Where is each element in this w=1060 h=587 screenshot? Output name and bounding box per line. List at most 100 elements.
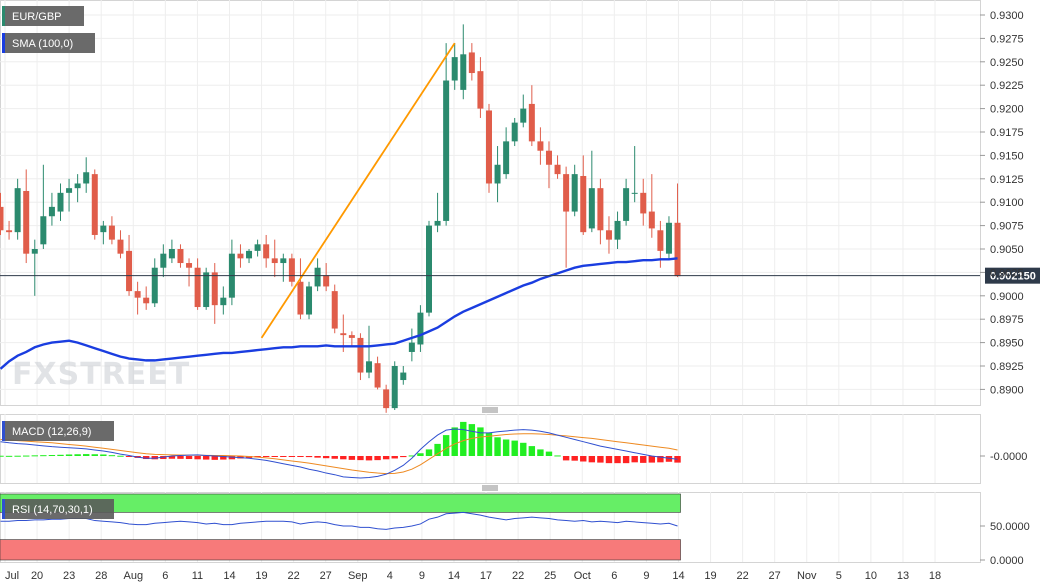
candle[interactable] [597, 178, 604, 245]
rsi-resize-handle[interactable] [482, 485, 498, 491]
legend-macd[interactable]: MACD (12,26,9) [2, 421, 114, 441]
candle[interactable] [554, 155, 561, 179]
rsi-panel[interactable]: 50.0000 0.0000 [0, 511, 1030, 567]
candle[interactable] [194, 258, 201, 310]
candle[interactable] [383, 384, 390, 413]
candle[interactable] [160, 244, 167, 278]
candle[interactable] [434, 192, 441, 233]
candle-body [117, 239, 124, 254]
candle[interactable] [443, 43, 450, 226]
candle[interactable] [254, 239, 261, 257]
candle[interactable] [623, 178, 630, 226]
candle[interactable] [588, 150, 595, 233]
candle[interactable] [485, 103, 492, 193]
candle[interactable] [640, 178, 647, 226]
sma-100-line[interactable] [0, 257, 678, 370]
candle[interactable] [580, 155, 587, 235]
candle[interactable] [374, 356, 381, 390]
macd-signal-line[interactable] [0, 433, 678, 475]
candle[interactable] [220, 286, 227, 315]
candle[interactable] [417, 305, 424, 352]
legends[interactable]: EUR/GBP SMA (100,0) MACD (12,26,9) RSI (14,… [2, 6, 114, 519]
candle-body [211, 272, 218, 306]
candle[interactable] [537, 127, 544, 165]
candle-body [100, 225, 107, 233]
candle[interactable] [280, 253, 287, 282]
rsi-line[interactable] [0, 511, 678, 530]
candle[interactable] [520, 94, 527, 128]
candle[interactable] [460, 24, 467, 100]
candle[interactable] [674, 183, 681, 278]
macd-panel[interactable]: -0.0000 [0, 421, 1027, 479]
candle[interactable] [83, 157, 90, 193]
candle[interactable] [0, 192, 4, 235]
candle-body [545, 150, 552, 165]
candle[interactable] [297, 258, 304, 320]
candle[interactable] [186, 258, 193, 287]
candle[interactable] [494, 146, 501, 203]
candle[interactable] [614, 211, 621, 249]
candle[interactable] [177, 244, 184, 268]
candle[interactable] [366, 325, 373, 379]
candle[interactable] [203, 267, 210, 310]
candle[interactable] [57, 183, 64, 221]
descending-trendline[interactable] [260, 42, 456, 339]
candle[interactable] [271, 239, 278, 278]
candle[interactable] [263, 234, 270, 268]
candle[interactable] [74, 174, 81, 203]
candle[interactable] [468, 43, 475, 81]
candle[interactable] [563, 166, 570, 268]
candle[interactable] [237, 244, 244, 268]
legend-sma[interactable]: SMA (100,0) [2, 33, 95, 53]
candle[interactable] [408, 328, 415, 362]
candle[interactable] [14, 178, 21, 240]
candle[interactable] [31, 239, 38, 296]
candle[interactable] [648, 174, 655, 238]
candle[interactable] [246, 249, 253, 264]
candle[interactable] [528, 85, 535, 147]
macd-line[interactable] [0, 428, 678, 479]
legend-rsi[interactable]: RSI (14,70,30,1) [2, 499, 114, 519]
candle[interactable] [91, 169, 98, 240]
candle[interactable] [48, 192, 55, 226]
candle[interactable] [126, 234, 133, 296]
candles[interactable] [0, 24, 681, 413]
candle[interactable] [605, 216, 612, 254]
candle[interactable] [323, 263, 330, 292]
candle[interactable] [134, 281, 141, 315]
candle[interactable] [6, 220, 13, 240]
candle[interactable] [357, 333, 364, 381]
macd-histogram-bar [485, 432, 493, 456]
candle[interactable] [571, 164, 578, 217]
candle[interactable] [331, 284, 338, 334]
candle[interactable] [66, 178, 73, 212]
candle[interactable] [23, 169, 30, 264]
candle[interactable] [451, 43, 458, 90]
candle[interactable] [503, 127, 510, 179]
candle[interactable] [391, 361, 398, 410]
candle[interactable] [400, 366, 407, 385]
candle[interactable] [151, 258, 158, 308]
candle[interactable] [100, 220, 107, 245]
sma-line[interactable] [0, 257, 678, 370]
candle[interactable] [117, 230, 124, 259]
candle[interactable] [631, 146, 638, 203]
candle[interactable] [108, 216, 115, 245]
candle[interactable] [511, 117, 518, 147]
legend-symbol[interactable]: EUR/GBP [2, 6, 84, 26]
candle[interactable] [306, 281, 313, 320]
candle[interactable] [168, 239, 175, 264]
candle[interactable] [665, 216, 672, 259]
candle-body [40, 216, 47, 245]
candle[interactable] [211, 263, 218, 324]
candle[interactable] [477, 57, 484, 118]
candle[interactable] [314, 258, 321, 292]
candle[interactable] [288, 253, 295, 287]
candle[interactable] [143, 286, 150, 310]
macd-resize-handle[interactable] [482, 407, 498, 413]
candle[interactable] [348, 331, 355, 348]
trendline[interactable] [260, 42, 456, 339]
candle[interactable] [545, 141, 552, 189]
candle[interactable] [40, 164, 47, 249]
candle[interactable] [426, 220, 432, 317]
